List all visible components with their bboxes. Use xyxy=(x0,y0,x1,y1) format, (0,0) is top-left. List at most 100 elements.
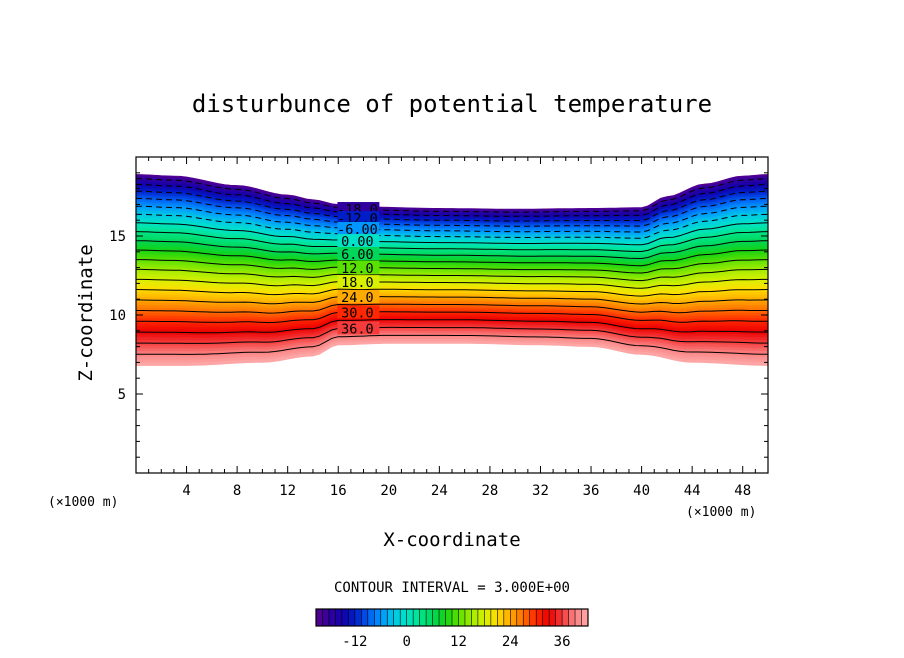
contour-line xyxy=(136,259,768,274)
y-tick-label: 5 xyxy=(118,387,126,403)
colorbar-cell xyxy=(555,609,563,626)
contour-line xyxy=(136,240,768,260)
contour-line xyxy=(136,231,768,252)
colorbar-cell xyxy=(484,609,492,626)
contour-label: -6.00 xyxy=(337,222,378,238)
colorbar-cell xyxy=(413,609,420,626)
colorbar-cell xyxy=(432,609,440,626)
contour-line xyxy=(136,178,768,213)
colorbar-cell xyxy=(367,609,375,626)
x-tick-label: 28 xyxy=(481,483,498,499)
colorbar-cell xyxy=(380,609,388,626)
contour-line xyxy=(136,213,768,239)
colorbar-cell xyxy=(329,609,336,626)
y-axis-ticks: 5 10 15 xyxy=(109,172,768,458)
colorbar: -12 0 12 24 36 xyxy=(315,608,589,650)
contour-line xyxy=(136,334,768,355)
colorbar-cell xyxy=(542,609,550,626)
contour-label-bg xyxy=(337,290,380,304)
contour-line xyxy=(136,319,768,334)
contour-lines xyxy=(136,178,768,355)
contour-label: 0.00 xyxy=(341,234,374,250)
x-tick-label: 4 xyxy=(182,483,190,499)
x-tick-label: 48 xyxy=(734,483,751,499)
contour-label-bg xyxy=(337,305,380,319)
contour-line xyxy=(136,278,768,289)
x-axis-ticks: 4 8 12 16 20 24 28 32 36 40 44 48 xyxy=(148,157,756,499)
colorbar-tick-label: -12 xyxy=(342,634,367,650)
colorbar-cell xyxy=(581,609,589,626)
x-tick-label: 36 xyxy=(583,483,600,499)
colorbar-cell xyxy=(477,609,485,626)
contour-label-bg xyxy=(337,222,380,236)
colorbar-cell xyxy=(335,609,343,626)
contour-label: 36.0 xyxy=(341,321,374,337)
colorbar-tick-label: 24 xyxy=(502,634,519,650)
contour-line xyxy=(136,249,768,267)
colorbar-cell xyxy=(490,609,498,626)
colorbar-cell xyxy=(406,609,414,626)
colorbar-cell xyxy=(445,609,453,626)
colorbar-cell xyxy=(452,609,459,626)
colorbar-cell xyxy=(341,609,349,626)
contour-label-bg xyxy=(337,247,380,261)
contour-label: 30.0 xyxy=(341,305,374,321)
colorbar-cell xyxy=(400,609,407,626)
x-tick-label: 12 xyxy=(279,483,296,499)
contour-interval-text: CONTOUR INTERVAL = 3.000E+00 xyxy=(334,580,570,596)
colorbar-tick-label: 36 xyxy=(554,634,571,650)
colorbar-cell xyxy=(458,609,466,626)
contour-line xyxy=(136,303,768,314)
x-tick-label: 40 xyxy=(633,483,650,499)
colorbar-cell xyxy=(497,609,505,626)
contour-line xyxy=(136,205,768,233)
y-tick-label: 15 xyxy=(109,229,126,245)
contour-line xyxy=(136,190,768,222)
temperature-field xyxy=(136,174,768,366)
colorbar-cell xyxy=(361,609,369,626)
colorbar-cell xyxy=(523,609,530,626)
colorbar-cell xyxy=(426,609,433,626)
contour-label-bg xyxy=(337,260,380,274)
colorbar-cell xyxy=(419,609,427,626)
x-tick-label: 24 xyxy=(431,483,448,499)
contour-line xyxy=(136,222,768,246)
colorbar-cell xyxy=(393,609,401,626)
contour-label-bg xyxy=(337,275,380,289)
colorbar-cell xyxy=(510,609,518,626)
y-tick-label: 10 xyxy=(109,308,126,324)
x-tick-label: 20 xyxy=(380,483,397,499)
colorbar-cell xyxy=(387,609,394,626)
colorbar-cell xyxy=(316,609,323,626)
colorbar-cell xyxy=(568,609,576,626)
y-axis-label: Z-coordinate xyxy=(75,244,97,381)
colorbar-cell xyxy=(439,609,446,626)
contour-band xyxy=(136,341,768,366)
contour-line xyxy=(136,326,768,344)
colorbar-cell xyxy=(575,609,582,626)
colorbar-cell xyxy=(354,609,362,626)
contour-label: 18.0 xyxy=(341,275,374,291)
contour-label: 6.00 xyxy=(341,247,374,263)
contour-line xyxy=(136,268,768,282)
contour-label: 24.0 xyxy=(341,290,374,306)
colorbar-cell xyxy=(549,609,556,626)
x-unit-left: (×1000 m) xyxy=(48,495,118,510)
contour-label-bg xyxy=(337,321,380,335)
x-tick-label: 32 xyxy=(532,483,549,499)
colorbar-cell xyxy=(503,609,511,626)
colorbar-cell xyxy=(529,609,537,626)
colorbar-cell xyxy=(374,609,382,626)
colorbar-tick-label: 0 xyxy=(402,634,410,650)
colorbar-frame xyxy=(315,608,589,627)
chart-title: disturbunce of potential temperature xyxy=(192,90,712,118)
x-tick-label: 16 xyxy=(330,483,347,499)
contour-label-bg xyxy=(337,234,380,248)
contour-line xyxy=(136,296,768,305)
contour-line xyxy=(136,288,768,297)
colorbar-cell xyxy=(348,609,356,626)
colorbar-cell xyxy=(322,609,330,626)
x-tick-label: 44 xyxy=(684,483,701,499)
